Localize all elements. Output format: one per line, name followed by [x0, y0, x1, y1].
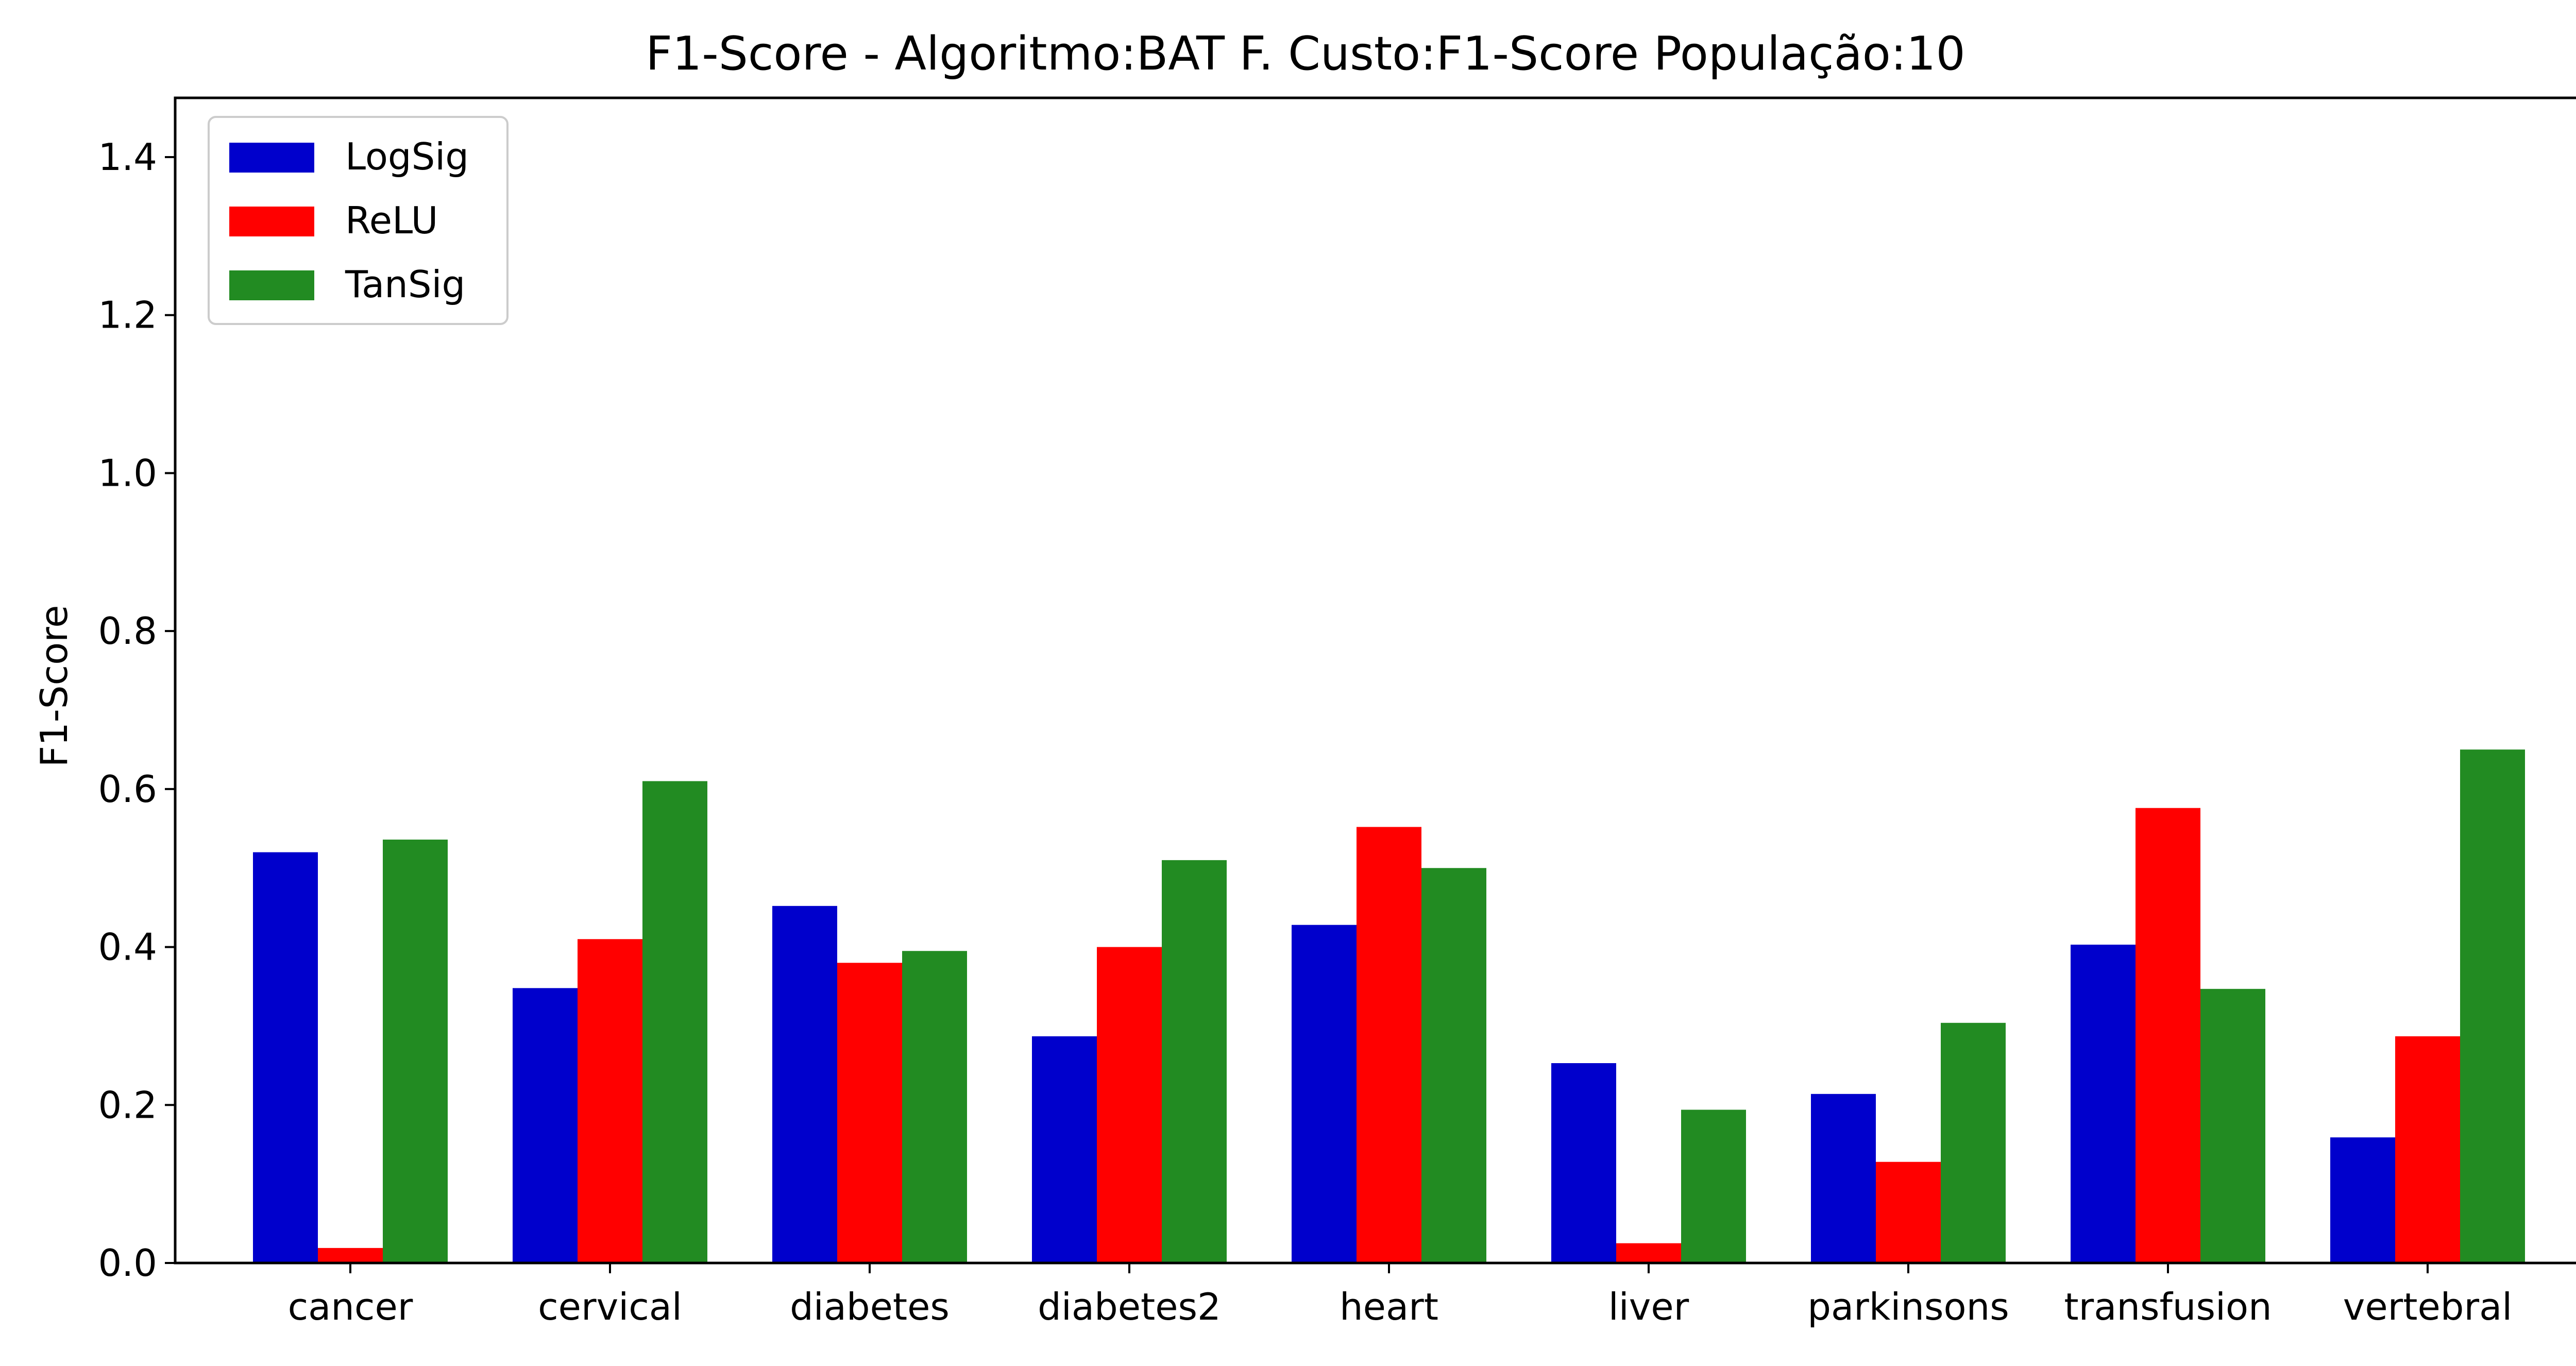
- x-tick-label-cancer: cancer: [288, 1285, 413, 1328]
- bar-logsig-transfusion: [2071, 944, 2136, 1263]
- bar-logsig-diabetes2: [1032, 1036, 1097, 1263]
- bar-tansig-liver: [1681, 1109, 1746, 1263]
- bar-relu-parkinsons: [1876, 1162, 1941, 1263]
- legend-swatch-logsig: [229, 143, 314, 173]
- y-tick-label-0.0: 0.0: [98, 1241, 157, 1285]
- x-tick-label-heart: heart: [1340, 1285, 1438, 1328]
- y-tick-label-0.2: 0.2: [98, 1083, 157, 1126]
- bar-tansig-parkinsons: [1941, 1022, 2006, 1263]
- legend-label-logsig: LogSig: [345, 135, 469, 178]
- bar-tansig-heart: [1421, 868, 1486, 1263]
- y-tick-label-1.4: 1.4: [98, 135, 157, 179]
- x-tick-label-cervical: cervical: [538, 1285, 682, 1328]
- bar-logsig-diabetes: [772, 906, 837, 1263]
- y-tick-label-1.0: 1.0: [98, 451, 157, 494]
- bar-logsig-vertebral: [2330, 1137, 2395, 1263]
- axes-layer: cancer cervical diabetes diabetes2 heart live…: [98, 96, 2576, 1328]
- y-tick-label-0.8: 0.8: [98, 609, 157, 653]
- y-tick-label-0.6: 0.6: [98, 767, 157, 811]
- bar-relu-transfusion: [2136, 808, 2200, 1263]
- bar-relu-heart: [1357, 827, 1421, 1263]
- legend-swatch-tansig: [229, 270, 314, 300]
- legend-label-relu: ReLU: [345, 199, 438, 242]
- plot-frame: [174, 96, 2576, 1265]
- x-tick-label-vertebral: vertebral: [2343, 1285, 2512, 1328]
- bar-logsig-heart: [1292, 925, 1357, 1263]
- bar-tansig-diabetes2: [1162, 860, 1227, 1263]
- legend-label-tansig: TanSig: [345, 263, 465, 306]
- bar-tansig-diabetes: [902, 951, 967, 1263]
- bar-relu-vertebral: [2395, 1036, 2460, 1263]
- bar-tansig-cervical: [642, 781, 707, 1263]
- x-tick-label-parkinsons: parkinsons: [1807, 1285, 2009, 1328]
- bars-layer: [253, 749, 2525, 1263]
- bar-logsig-cervical: [513, 988, 578, 1263]
- y-tick-label-1.2: 1.2: [98, 294, 157, 337]
- x-tick-label-diabetes: diabetes: [790, 1285, 950, 1328]
- bar-relu-cancer: [318, 1248, 383, 1263]
- bar-logsig-liver: [1551, 1063, 1616, 1263]
- bar-relu-diabetes: [837, 963, 902, 1263]
- x-tick-label-diabetes2: diabetes2: [1038, 1285, 1221, 1328]
- bar-tansig-cancer: [383, 840, 448, 1263]
- bar-relu-cervical: [578, 939, 642, 1263]
- legend: LogSig ReLU TanSig: [208, 116, 509, 325]
- bar-tansig-vertebral: [2460, 749, 2525, 1263]
- bar-logsig-cancer: [253, 852, 318, 1263]
- x-tick-label-liver: liver: [1608, 1285, 1689, 1328]
- legend-swatch-relu: [229, 207, 314, 236]
- bar-relu-liver: [1616, 1243, 1681, 1263]
- y-axis-label: F1-Score: [32, 605, 76, 767]
- chart-title: F1-Score - Algoritmo:BAT F. Custo:F1-Sco…: [646, 27, 1965, 81]
- bar-relu-diabetes2: [1097, 947, 1162, 1263]
- bar-logsig-parkinsons: [1811, 1094, 1876, 1263]
- bar-tansig-transfusion: [2200, 988, 2265, 1263]
- y-tick-label-0.4: 0.4: [98, 926, 157, 969]
- x-tick-label-transfusion: transfusion: [2064, 1285, 2272, 1328]
